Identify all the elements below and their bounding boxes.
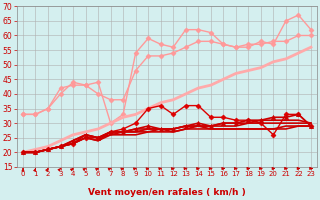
X-axis label: Vent moyen/en rafales ( km/h ): Vent moyen/en rafales ( km/h ) [88,188,246,197]
